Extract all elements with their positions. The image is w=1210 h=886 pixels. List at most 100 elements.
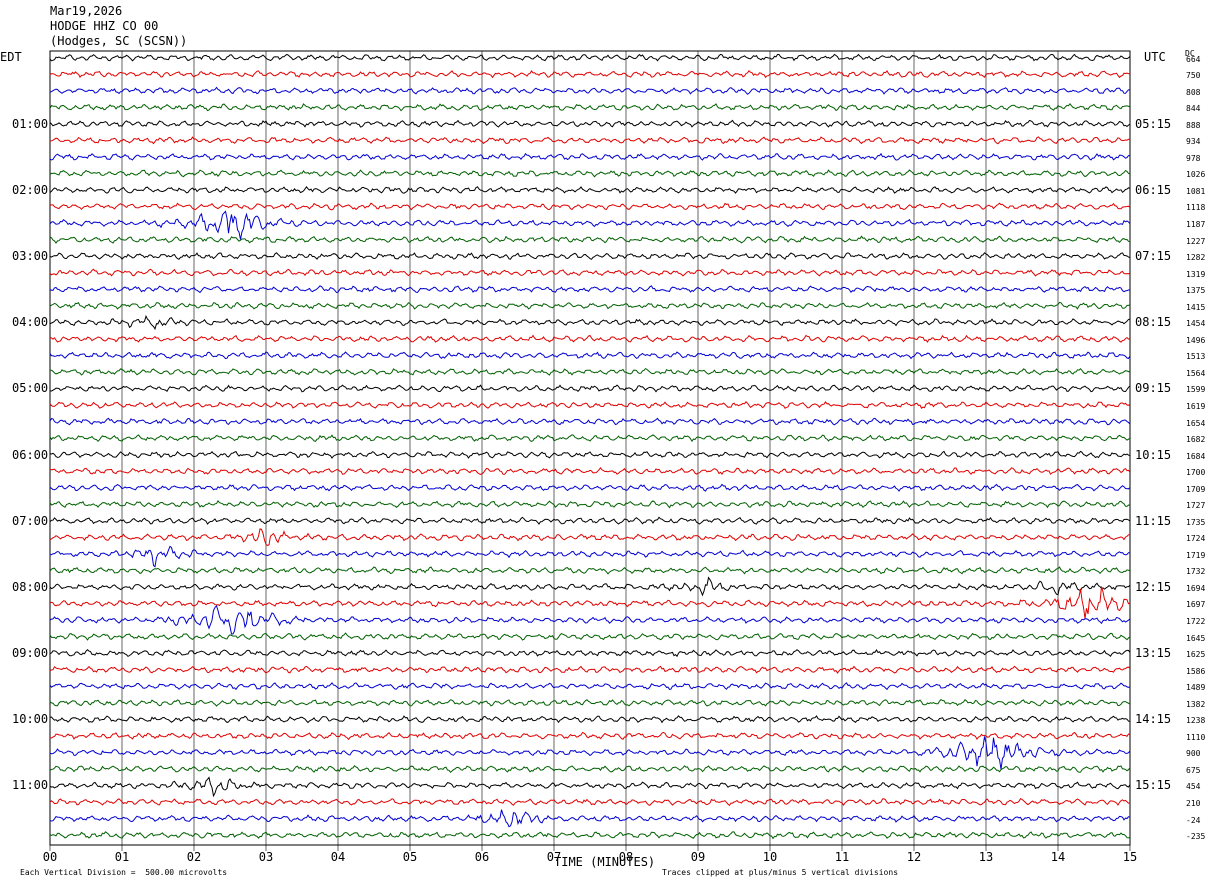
trace-line (49, 516, 1131, 525)
utc-hour-label: 09:15 (1135, 381, 1172, 396)
dc-header: DC (1185, 49, 1195, 58)
dc-offset-value: 1625 (1186, 650, 1206, 660)
plot-frame (49, 50, 1131, 846)
dc-offset-value: 1238 (1186, 716, 1206, 726)
x-axis-title: TIME (MINUTES) (554, 855, 656, 869)
dc-offset-value: -24 (1186, 815, 1201, 825)
x-tick-label: 08 (619, 850, 633, 864)
trace-line (49, 210, 1131, 240)
edt-hour-label: 11:00 (12, 778, 49, 793)
edt-hour-label: 09:00 (12, 646, 49, 661)
edt-hour-label: 01:00 (12, 116, 49, 131)
x-tick-label: 13 (979, 850, 993, 864)
edt-hour-label: 07:00 (12, 513, 49, 528)
x-tick-label: 03 (259, 850, 273, 864)
x-tick-label: 05 (403, 850, 417, 864)
x-tick-label: 11 (835, 850, 849, 864)
right-timezone-label: UTC (1144, 50, 1166, 64)
trace-line (49, 466, 1131, 475)
x-tick-label: 15 (1123, 850, 1137, 864)
x-tick-label: 12 (907, 850, 921, 864)
trace-line (49, 384, 1131, 393)
trace-line (49, 285, 1131, 294)
utc-hour-label: 08:15 (1135, 315, 1172, 330)
footer-scale-note: Each Vertical Division = 500.00 microvol… (2, 868, 227, 877)
dc-offset-value: 808 (1186, 87, 1201, 97)
dc-offset-value: -235 (1186, 832, 1206, 842)
utc-hour-label: 07:15 (1135, 249, 1172, 264)
dc-offset-value: 1489 (1186, 683, 1206, 693)
trace-line (49, 53, 1131, 62)
dc-offset-value: 1081 (1186, 186, 1206, 196)
trace-line (49, 434, 1131, 443)
trace-line (49, 698, 1131, 707)
utc-hour-label: 11:15 (1135, 513, 1172, 528)
dc-offset-value: 1694 (1186, 583, 1206, 593)
footer-scale-text: Each Vertical Division = 500.00 microvol… (20, 868, 228, 877)
dc-offset-value: 1282 (1186, 253, 1206, 263)
trace-line (49, 576, 1131, 597)
left-timezone-label: EDT (0, 50, 22, 64)
trace-line (49, 69, 1131, 79)
trace-line (49, 185, 1131, 194)
dc-offset-value: 1382 (1186, 699, 1206, 709)
trace-line (49, 202, 1131, 211)
dc-offset-value: 844 (1186, 104, 1201, 114)
dc-offset-value: 900 (1186, 749, 1201, 759)
x-tick-label: 07 (547, 850, 561, 864)
trace-line (49, 334, 1131, 343)
trace-line (49, 500, 1131, 509)
dc-offset-value: 1697 (1186, 600, 1206, 610)
dc-offset-value: 1654 (1186, 418, 1206, 428)
trace-group (49, 53, 1131, 840)
trace-line (49, 528, 1131, 546)
trace-line (49, 715, 1131, 724)
dc-offset-value: 1619 (1186, 401, 1206, 411)
utc-hour-label: 15:15 (1135, 778, 1172, 793)
dc-offset-value: 1722 (1186, 617, 1206, 627)
x-tick-label: 04 (331, 850, 345, 864)
trace-line (49, 86, 1131, 95)
trace-line (49, 450, 1131, 459)
dc-offset-value: 978 (1186, 153, 1201, 163)
x-tick-label: 06 (475, 850, 489, 864)
date-label: Mar19,2026 (50, 4, 123, 18)
utc-hour-label: 10:15 (1135, 447, 1172, 462)
dc-offset-value: 750 (1186, 71, 1201, 81)
trace-line (49, 268, 1131, 277)
dc-offset-value: 1724 (1186, 534, 1206, 544)
x-tick-label: 14 (1051, 850, 1065, 864)
dc-offset-value: 454 (1186, 782, 1201, 792)
trace-line (49, 545, 1130, 568)
utc-hour-label: 13:15 (1135, 646, 1172, 661)
dc-offset-value: 1682 (1186, 435, 1206, 445)
dc-offset-value: 210 (1186, 798, 1201, 808)
trace-line (49, 252, 1131, 260)
edt-hour-label: 02:00 (12, 182, 49, 197)
dc-offset-value: 1735 (1186, 517, 1206, 527)
dc-offset-value: 1454 (1186, 319, 1206, 329)
edt-hour-label: 04:00 (12, 315, 49, 330)
x-tick-label: 00 (43, 850, 57, 864)
trace-line (49, 301, 1131, 310)
x-tick-label: 09 (691, 850, 705, 864)
minute-grid: 00 01 02 03 04 05 06 07 08 09 10 11 12 13 14 15 (43, 50, 1137, 864)
dc-offset-value: 1727 (1186, 501, 1206, 511)
dc-offset-value: 1110 (1186, 732, 1206, 742)
trace-line (49, 776, 1131, 798)
dc-offset-value: 1513 (1186, 352, 1206, 362)
footer-clip-note: Traces clipped at plus/minus 5 vertical … (662, 868, 899, 877)
dc-offset-value: 1496 (1186, 335, 1206, 345)
trace-line (49, 632, 1131, 641)
edt-hour-label: 05:00 (12, 381, 49, 396)
dc-offset-value: 1599 (1186, 385, 1206, 395)
trace-line (49, 169, 1131, 178)
utc-hour-label: 06:15 (1135, 182, 1172, 197)
edt-hour-label: 03:00 (12, 249, 49, 264)
trace-line (49, 809, 1131, 828)
dc-offset-value: 1586 (1186, 666, 1206, 676)
location-label: (Hodges, SC (SCSN)) (50, 34, 188, 48)
dc-offset-value: 1645 (1186, 633, 1206, 643)
trace-line (49, 417, 1131, 426)
